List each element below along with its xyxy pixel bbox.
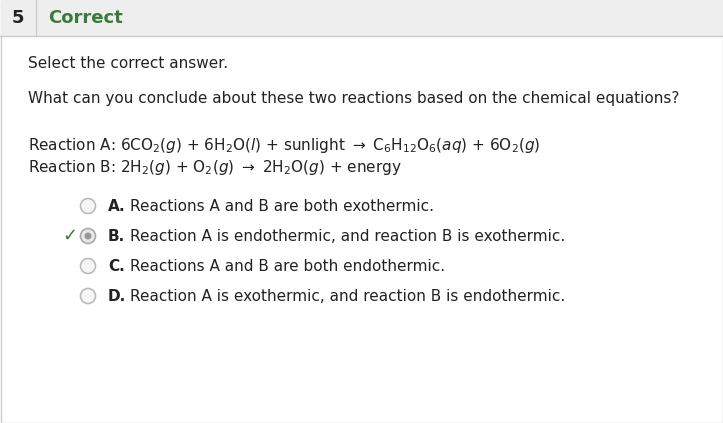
Circle shape [85,233,92,239]
Text: Correct: Correct [48,9,123,27]
Text: B.: B. [108,228,125,244]
Text: A.: A. [108,198,126,214]
Text: Reaction A: 6CO$_2$($g$) + 6H$_2$O($l$) + sunlight $\rightarrow$ C$_6$H$_{12}$O$: Reaction A: 6CO$_2$($g$) + 6H$_2$O($l$) … [28,136,541,155]
Text: Reaction A is endothermic, and reaction B is exothermic.: Reaction A is endothermic, and reaction … [130,228,565,244]
Circle shape [80,258,95,274]
Text: 5: 5 [12,9,25,27]
Circle shape [80,288,95,303]
Text: Select the correct answer.: Select the correct answer. [28,56,228,71]
Bar [1,0,722,36]
Circle shape [80,198,95,214]
Text: What can you conclude about these two reactions based on the chemical equations?: What can you conclude about these two re… [28,91,680,106]
Text: Reactions A and B are both endothermic.: Reactions A and B are both endothermic. [130,258,445,274]
Text: ✓: ✓ [62,227,77,245]
Text: Reaction B: 2H$_2$($g$) + O$_2$($g$) $\rightarrow$ 2H$_2$O($g$) + energy: Reaction B: 2H$_2$($g$) + O$_2$($g$) $\r… [28,158,402,177]
Text: D.: D. [108,288,127,303]
Text: Reaction A is exothermic, and reaction B is endothermic.: Reaction A is exothermic, and reaction B… [130,288,565,303]
Text: Reactions A and B are both exothermic.: Reactions A and B are both exothermic. [130,198,434,214]
Text: C.: C. [108,258,125,274]
Circle shape [80,228,95,244]
